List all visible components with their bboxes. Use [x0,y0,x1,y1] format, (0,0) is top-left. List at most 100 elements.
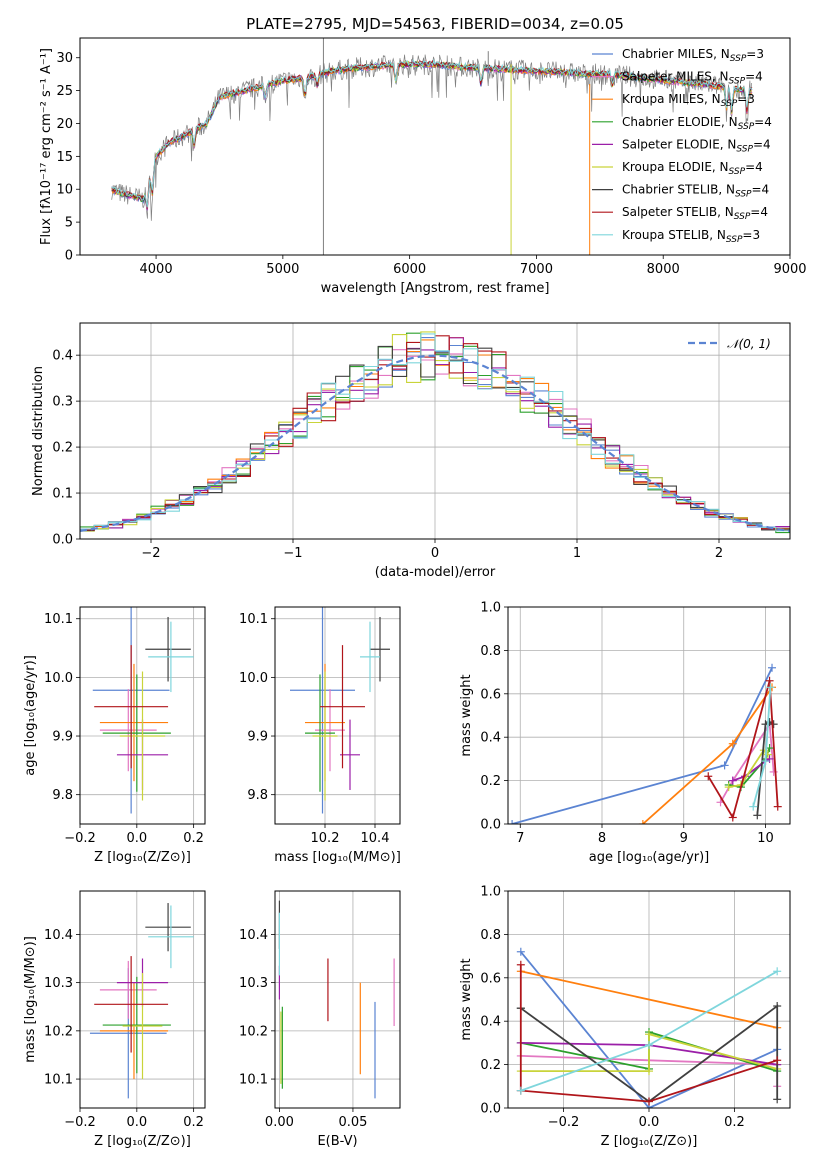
y-tick-label: 9.9 [52,730,73,745]
mass-vs-ebv-plot-area [278,900,395,1099]
observed-spectrum-line [111,54,752,221]
errorbar-point [370,616,390,682]
legend-label: Chabrier ELODIE, N [622,115,738,129]
y-tick-label: 10.1 [239,612,268,627]
weight-marker [516,1086,525,1095]
y-tick-label: 10.1 [44,1073,73,1088]
x-tick-label: 2 [715,546,723,561]
legend-suffix: =4 [750,205,768,219]
legend-suffix: =3 [737,92,755,106]
weight-series-line-7 [520,1004,779,1103]
x-tick-label: 9 [680,831,688,846]
legend-entry: Kroupa MILES, NSSP=3 [622,92,755,109]
legend-entry: Kroupa STELIB, NSSP=3 [622,228,760,245]
legend-subscript: SSP [735,190,752,200]
x-tick-label: 10.4 [361,831,390,846]
weight-marker [728,813,737,822]
y-tick-label: 0.0 [480,818,501,833]
weight-series-line-1 [520,951,778,1108]
x-tick-label: 7 [516,831,524,846]
errorbar-point [360,621,380,693]
weight-marker [516,960,525,969]
age-vs-Z-x-axis-label: Z [log₁₀(Z/Z⊙)] [94,850,191,865]
errorbar-point [99,982,169,1080]
y-tick-label: 20 [56,117,73,132]
weight-marker [645,1041,653,1050]
legend-suffix: =4 [752,183,770,197]
errorbar-point [145,903,191,952]
legend-entry: Chabrier ELODIE, NSSP=4 [622,115,772,132]
spectrum-y-axis-label: Flux [fλ10⁻¹⁷ erg cm⁻² s⁻¹ A⁻¹] [39,48,54,245]
weight-marker [645,1030,653,1039]
errorbar-point [145,616,191,682]
x-tick-label: 0.2 [724,1115,745,1130]
errorbar-point [305,674,335,792]
legend-label: Salpeter STELIB, N [622,205,734,219]
y-tick-label: 25 [56,84,73,99]
weight-vs-age-panel: 7 8 9 10 0.0 0.2 0.4 0.6 0.8 1.0 age [log₁₀(age/yr… [459,601,791,865]
axes-frame [507,606,791,825]
x-tick-label: 0.0 [126,1115,147,1130]
weight-vs-Z-panel: −0.2 0.0 0.2 0.0 0.2 0.4 0.6 0.8 1.0 Z [log₁₀(Z/Z… [459,885,791,1149]
weight-marker [508,820,517,824]
legend-subscript: SSP [734,212,751,222]
y-tick-label: 0.4 [480,1015,501,1030]
x-tick-label: 0.0 [639,1115,660,1130]
weight-marker [773,1095,782,1104]
errorbar-point [94,645,169,769]
legend-label: Kroupa MILES, N [622,92,721,106]
x-tick-label: 0.05 [338,1115,367,1130]
errorbar-point [102,976,171,1074]
y-tick-label: 10.1 [44,612,73,627]
weight-marker [704,772,713,781]
spectrum-x-axis-label: wavelength [Angstrom, rest frame] [321,281,550,296]
y-tick-label: 0.2 [480,1058,501,1073]
legend-entry: Salpeter STELIB, NSSP=4 [622,205,768,222]
weight-marker [765,676,774,685]
x-tick-label: 8 [598,831,606,846]
x-tick-label: 7000 [520,262,553,277]
axes-frame [274,890,401,1109]
y-tick-label: 5 [65,216,73,231]
x-tick-label: −2 [141,546,160,561]
errorbar-point [102,674,171,792]
x-tick-label: −0.2 [64,1115,96,1130]
model-spectrum-line-9 [111,58,753,208]
spectrum-plot-area [111,38,753,255]
weight-marker [645,1067,653,1076]
x-tick-label: 0.0 [126,831,147,846]
y-tick-label: 9.8 [247,788,268,803]
weight-marker [766,683,775,692]
weight-marker [753,811,762,820]
y-tick-label: 0.2 [480,774,501,789]
y-tick-label: 0.0 [52,533,73,548]
errorbar-point [119,671,166,801]
age-vs-Z-panel: −0.2 0.0 0.2 9.8 9.9 10.0 10.1 Z [log₁₀(Z/Z⊙)] a… [23,606,206,865]
y-tick-label: 10.0 [44,671,73,686]
errorbar-point [99,960,157,1019]
weight-series-line-8 [519,964,778,1103]
y-tick-label: 0.6 [480,971,501,986]
legend-suffix: =4 [745,70,763,84]
y-tick-label: 10.3 [44,976,73,991]
y-tick-label: 10.4 [239,928,268,943]
legend-entry: Chabrier STELIB, NSSP=4 [622,183,769,200]
mass-vs-ebv-x-axis-label: E(B-V) [317,1134,357,1149]
legend-entry: Kroupa ELODIE, NSSP=4 [622,160,763,177]
legend-label: Chabrier STELIB, N [622,183,735,197]
errorbar-point [94,956,169,1053]
residuals-panel: −2 −1 0 1 2 0.0 0.1 0.2 0.3 0.4 (data-model)/error… [31,322,791,580]
x-tick-label: 8000 [647,262,680,277]
weight-vs-age-y-axis-label: mass weight [459,674,474,756]
weight-series-line-8 [707,680,779,820]
gaussian-curve [80,354,790,532]
x-tick-label: 0.2 [183,1115,204,1130]
y-tick-label: 10.2 [44,1024,73,1039]
errorbar-point [312,671,338,801]
legend-label: Salpeter MILES, N [622,70,729,84]
weight-vs-Z-y-axis-label: mass weight [459,958,474,1040]
age-vs-Z-plot-area [92,607,194,814]
legend-suffix: =4 [754,115,772,129]
x-tick-label: 1 [573,546,581,561]
